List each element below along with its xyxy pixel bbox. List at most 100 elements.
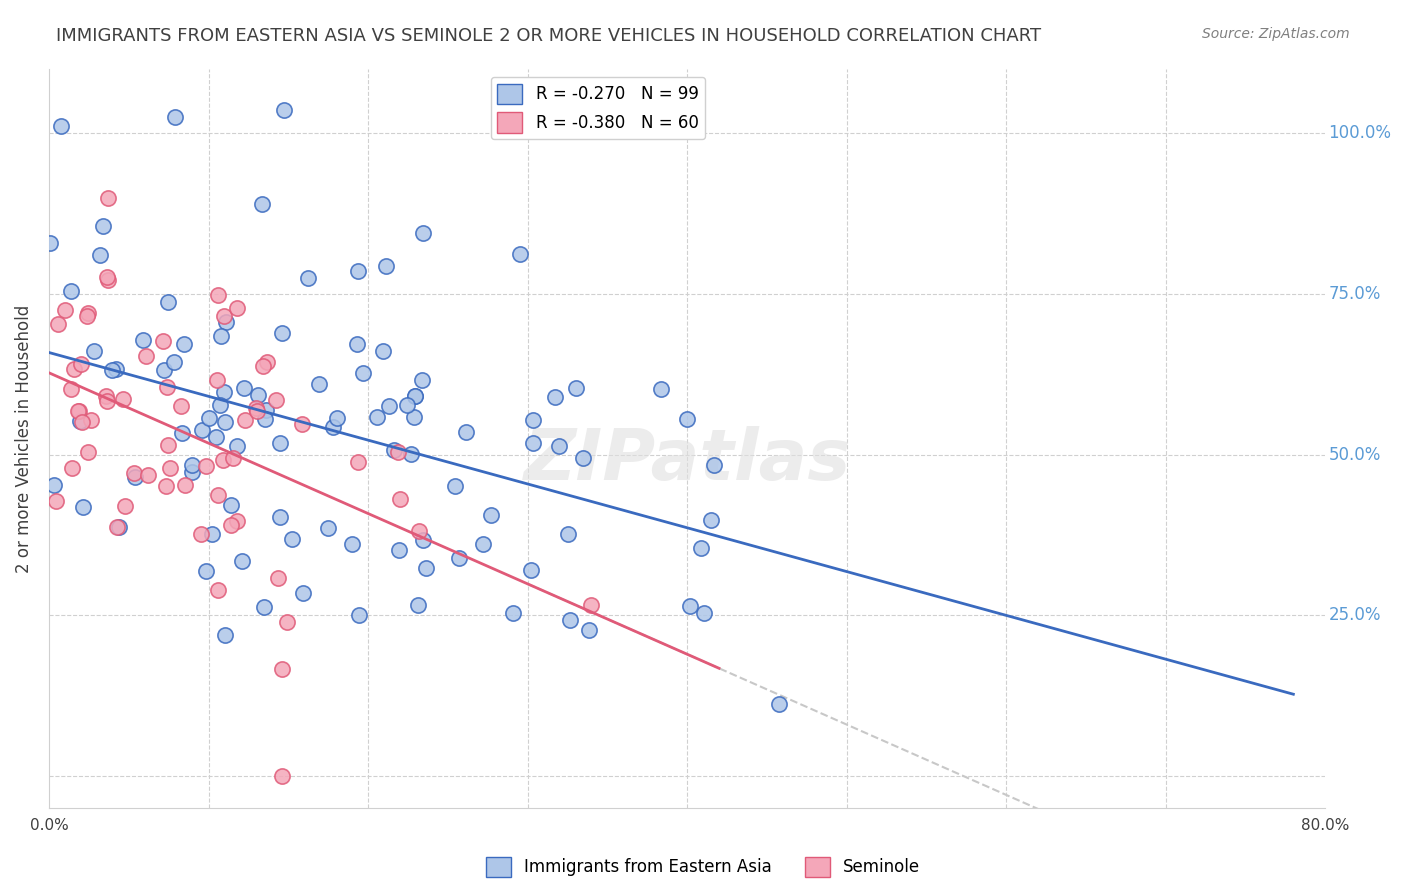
Point: [122, 466, 145, 480]
Point: [273, 103, 295, 117]
Point: [105, 520, 128, 534]
Point: [226, 439, 249, 453]
Point: [208, 398, 231, 412]
Point: [235, 413, 257, 427]
Point: [519, 562, 541, 576]
Text: IMMIGRANTS FROM EASTERN ASIA VS SEMINOLE 2 OR MORE VEHICLES IN HOUSEHOLD CORRELA: IMMIGRANTS FROM EASTERN ASIA VS SEMINOLE…: [56, 27, 1042, 45]
Point: [60, 382, 83, 396]
Point: [479, 508, 502, 523]
Point: [114, 499, 136, 513]
Point: [308, 376, 330, 391]
Point: [159, 461, 181, 475]
Point: [194, 565, 217, 579]
Point: [226, 301, 249, 315]
Text: 0.0%: 0.0%: [30, 818, 69, 833]
Point: [173, 478, 195, 492]
Point: [522, 413, 544, 427]
Point: [352, 366, 374, 380]
Legend: R = -0.270   N = 99, R = -0.380   N = 60: R = -0.270 N = 99, R = -0.380 N = 60: [491, 77, 704, 139]
Point: [269, 435, 291, 450]
Point: [650, 382, 672, 396]
Point: [194, 459, 217, 474]
Point: [346, 336, 368, 351]
Point: [112, 392, 135, 406]
Point: [155, 479, 177, 493]
Point: [565, 382, 588, 396]
Text: ZIPatlas: ZIPatlas: [523, 426, 851, 495]
Point: [69, 357, 91, 371]
Text: 50.0%: 50.0%: [1329, 446, 1381, 464]
Point: [291, 417, 314, 431]
Point: [411, 373, 433, 387]
Y-axis label: 2 or more Vehicles in Household: 2 or more Vehicles in Household: [15, 304, 32, 573]
Point: [444, 479, 467, 493]
Point: [96, 270, 118, 285]
Point: [173, 337, 195, 351]
Point: [215, 316, 238, 330]
Point: [89, 248, 111, 262]
Point: [395, 398, 418, 412]
Point: [136, 468, 159, 483]
Point: [768, 698, 790, 712]
Point: [108, 520, 131, 534]
Point: [205, 373, 228, 387]
Point: [271, 662, 294, 676]
Point: [382, 442, 405, 457]
Point: [256, 355, 278, 369]
Text: 25.0%: 25.0%: [1329, 607, 1381, 624]
Point: [97, 191, 120, 205]
Point: [70, 415, 93, 429]
Point: [104, 362, 127, 376]
Point: [201, 527, 224, 541]
Point: [267, 571, 290, 585]
Point: [297, 271, 319, 285]
Point: [163, 355, 186, 369]
Point: [412, 226, 434, 240]
Point: [219, 498, 242, 512]
Point: [207, 583, 229, 598]
Point: [163, 111, 186, 125]
Point: [579, 598, 602, 612]
Point: [211, 329, 233, 343]
Point: [96, 393, 118, 408]
Point: [222, 451, 245, 466]
Point: [214, 415, 236, 429]
Point: [170, 425, 193, 440]
Point: [377, 400, 399, 414]
Point: [46, 318, 69, 332]
Point: [342, 537, 364, 551]
Point: [246, 387, 269, 401]
Point: [60, 284, 83, 298]
Point: [96, 389, 118, 403]
Point: [45, 494, 67, 508]
Point: [212, 385, 235, 400]
Text: 75.0%: 75.0%: [1329, 285, 1381, 302]
Point: [373, 343, 395, 358]
Point: [156, 438, 179, 452]
Point: [246, 404, 269, 418]
Point: [221, 518, 243, 533]
Point: [408, 598, 430, 612]
Point: [276, 615, 298, 629]
Point: [231, 553, 253, 567]
Point: [91, 219, 114, 233]
Point: [366, 410, 388, 425]
Point: [346, 454, 368, 468]
Point: [509, 247, 531, 261]
Point: [77, 305, 100, 319]
Point: [181, 458, 204, 472]
Text: 100.0%: 100.0%: [1329, 124, 1392, 142]
Point: [271, 326, 294, 340]
Point: [83, 344, 105, 359]
Point: [253, 412, 276, 426]
Point: [198, 411, 221, 425]
Point: [53, 302, 76, 317]
Point: [152, 334, 174, 349]
Point: [67, 404, 90, 418]
Point: [502, 607, 524, 621]
Point: [408, 524, 430, 538]
Point: [76, 444, 98, 458]
Point: [544, 390, 567, 404]
Point: [347, 264, 370, 278]
Point: [97, 273, 120, 287]
